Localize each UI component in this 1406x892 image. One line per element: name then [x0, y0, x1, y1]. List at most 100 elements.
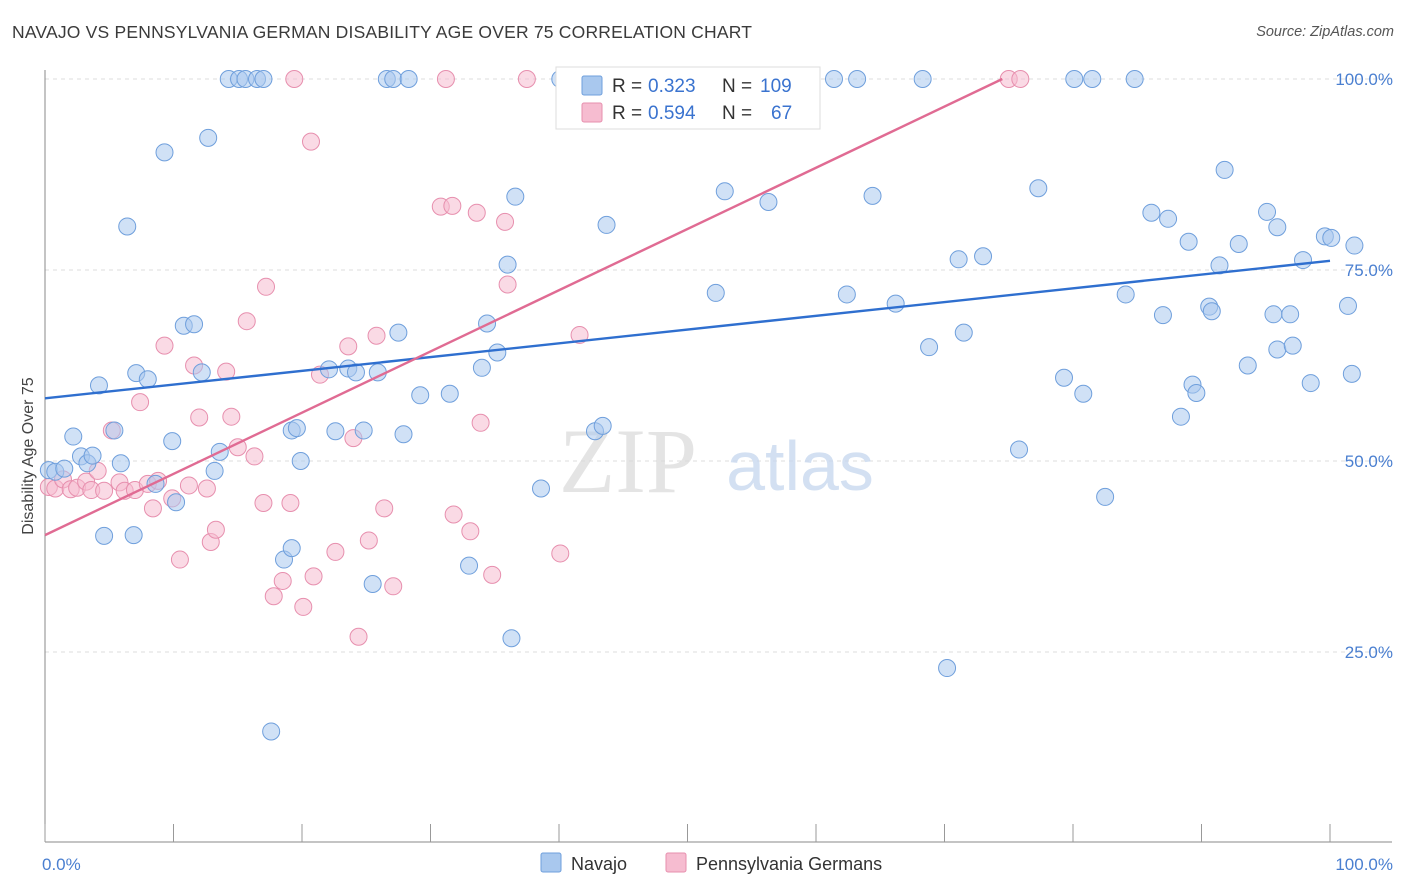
navajo-point — [1171, 407, 1190, 426]
navajo-point — [1281, 305, 1300, 324]
navajo-point — [954, 323, 973, 342]
navajo-point — [1159, 209, 1178, 228]
navajo-point — [399, 70, 418, 88]
pennsylvania-german-point — [143, 499, 162, 518]
pennsylvania-german-point — [461, 522, 480, 541]
legend-swatch-pg — [581, 102, 603, 123]
navajo-point — [460, 556, 479, 575]
legend-n-label-pg: N = — [722, 103, 752, 124]
y-tick-labels: 25.0% 50.0% 75.0% 100.0% — [1335, 70, 1393, 662]
pennsylvania-german-point — [237, 312, 256, 331]
pennsylvania-german-point — [483, 565, 502, 584]
navajo-point — [394, 425, 413, 444]
navajo-point — [1210, 256, 1229, 275]
navajo-point — [105, 421, 124, 440]
grid-layer — [45, 78, 1392, 653]
navajo-point — [124, 526, 143, 545]
navajo-point — [1264, 305, 1283, 324]
navajo-point — [192, 363, 211, 382]
legend-r-label-navajo: R = — [612, 76, 642, 97]
pennsylvania-german-point — [206, 520, 225, 539]
navajo-point — [1268, 218, 1287, 237]
series-pennsylvania-german — [39, 70, 1030, 646]
trend-line-pennsylvania-germans — [44, 77, 1003, 537]
navajo-point — [706, 283, 725, 302]
navajo-point — [506, 187, 525, 206]
navajo-point — [326, 422, 345, 441]
pennsylvania-german-point — [339, 337, 358, 356]
legend-n-value-pg: 67 — [771, 103, 792, 124]
navajo-point — [354, 421, 373, 440]
pennsylvania-german-point — [301, 132, 320, 151]
navajo-point — [282, 539, 301, 558]
navajo-point — [498, 255, 517, 274]
navajo-point — [440, 384, 459, 403]
pennsylvania-german-point — [359, 531, 378, 550]
navajo-point — [262, 722, 281, 741]
navajo-point — [848, 70, 867, 88]
navajo-point — [1345, 236, 1364, 255]
y-tick-label: 50.0% — [1345, 452, 1393, 471]
navajo-point — [95, 526, 114, 545]
navajo-point — [185, 315, 204, 334]
navajo-point — [1283, 336, 1302, 355]
navajo-point — [199, 128, 218, 147]
pennsylvania-german-point — [436, 70, 455, 88]
trend-layer — [44, 77, 1331, 537]
navajo-point — [488, 343, 507, 362]
navajo-point — [1342, 364, 1361, 383]
pennsylvania-german-point — [197, 479, 216, 498]
navajo-point — [287, 419, 306, 438]
y-tick-label: 25.0% — [1345, 643, 1393, 662]
pennsylvania-german-point — [294, 597, 313, 616]
navajo-point — [532, 479, 551, 498]
navajo-point — [1301, 374, 1320, 393]
navajo-point — [472, 358, 491, 377]
legend-r-value-pg: 0.594 — [648, 103, 696, 124]
pennsylvania-german-point — [326, 542, 345, 561]
navajo-point — [593, 416, 612, 435]
pennsylvania-german-point — [95, 481, 114, 500]
navajo-point — [1258, 202, 1277, 221]
pennsylvania-german-point — [190, 408, 209, 427]
pennsylvania-german-point — [551, 544, 570, 563]
pennsylvania-german-point — [170, 550, 189, 569]
navajo-point — [55, 459, 74, 478]
navajo-point — [1202, 302, 1221, 321]
navajo-point — [1153, 306, 1172, 325]
pennsylvania-german-point — [570, 325, 589, 344]
navajo-point — [389, 323, 408, 342]
navajo-point — [863, 186, 882, 205]
chart-title: NAVAJO VS PENNSYLVANIA GERMAN DISABILITY… — [12, 22, 753, 42]
bottom-legend-label-pg: Pennsylvania Germans — [696, 854, 882, 874]
correlation-legend: R = 0.323 N = 109 R = 0.594 N = 67 — [555, 66, 821, 130]
pennsylvania-german-point — [273, 571, 292, 590]
navajo-point — [949, 250, 968, 269]
navajo-point — [1029, 179, 1048, 198]
legend-r-label-pg: R = — [612, 103, 642, 124]
pennsylvania-german-point — [367, 326, 386, 345]
navajo-point — [118, 217, 137, 236]
y-tick-label: 75.0% — [1345, 261, 1393, 280]
navajo-point — [1268, 340, 1287, 359]
navajo-point — [146, 474, 165, 493]
series-navajo — [39, 70, 1364, 741]
navajo-point — [1125, 70, 1144, 88]
pennsylvania-german-point — [155, 336, 174, 355]
trend-line-navajo — [44, 259, 1331, 400]
pennsylvania-german-point — [304, 567, 323, 586]
pennsylvania-german-point — [471, 413, 490, 432]
x-tick-label: 100.0% — [1335, 855, 1393, 874]
series-layer — [39, 70, 1364, 741]
navajo-point — [920, 338, 939, 357]
navajo-point — [363, 575, 382, 594]
navajo-point — [411, 386, 430, 405]
navajo-point — [886, 294, 905, 313]
navajo-point — [1142, 203, 1161, 222]
navajo-point — [837, 285, 856, 304]
y-axis-title: Disability Age Over 75 — [20, 377, 37, 535]
pennsylvania-german-point — [375, 499, 394, 518]
navajo-point — [1179, 232, 1198, 251]
navajo-point — [111, 454, 130, 473]
